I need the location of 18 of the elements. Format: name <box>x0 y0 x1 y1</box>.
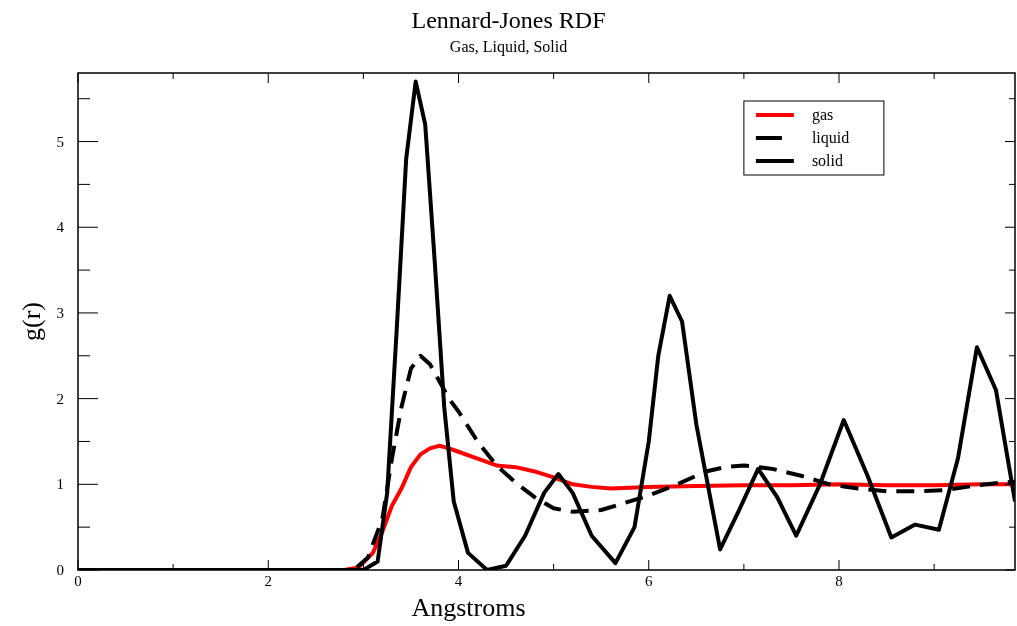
chart-title: Lennard-Jones RDF <box>411 7 606 33</box>
x-tick-label: 8 <box>835 573 843 589</box>
y-tick-label: 2 <box>56 390 64 407</box>
legend-label: solid <box>811 152 844 169</box>
chart-subtitle: Gas, Liquid, Solid <box>449 38 568 56</box>
x-axis-title: Angstroms <box>411 593 526 622</box>
x-tick-label: 4 <box>454 573 463 589</box>
x-tick-label: 2 <box>264 573 272 589</box>
y-tick-label: 1 <box>56 476 64 493</box>
y-tick-label: 4 <box>56 219 65 236</box>
legend-label: liquid <box>811 129 850 147</box>
x-tick-label: 6 <box>645 573 654 589</box>
legend-label: gas <box>811 106 834 124</box>
y-tick-label: 5 <box>56 133 64 150</box>
x-tick-label: 0 <box>74 573 82 589</box>
y-axis-title: g(r) <box>17 302 46 341</box>
y-tick-label: 0 <box>56 562 64 578</box>
y-tick-label: 3 <box>56 304 64 321</box>
